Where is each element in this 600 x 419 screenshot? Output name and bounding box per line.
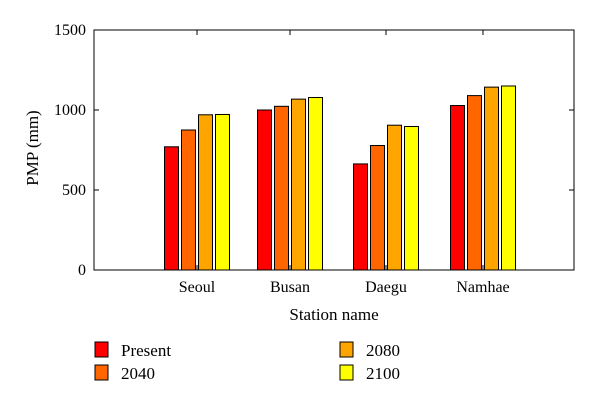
legend-swatch-2040 [94, 364, 109, 381]
bar-seoul-2040 [181, 129, 196, 271]
y-axis-label: PMP (mm) [23, 110, 42, 185]
y-tick-label: 1500 [54, 22, 86, 39]
x-tick-label-seoul: Seoul [179, 279, 216, 296]
bar-daegu-2080 [387, 124, 402, 271]
legend-label-2040: 2040 [121, 364, 155, 383]
legend-swatch-present [94, 341, 109, 358]
axes: 0 500 1000 1500 Seoul Busan Daegu Namhae [54, 22, 575, 296]
bar-busan-2040 [274, 105, 289, 271]
legend-label-2100: 2100 [366, 364, 400, 383]
bar-busan-2100 [308, 97, 323, 271]
legend-label-present: Present [121, 341, 171, 360]
y-tick-label: 1000 [54, 102, 86, 119]
bar-busan-present [257, 109, 272, 271]
y-tick-label: 0 [78, 262, 86, 279]
plot-area [164, 85, 516, 271]
legend-label-2080: 2080 [366, 341, 400, 360]
legend-swatch-2080 [339, 341, 354, 358]
plot-frame [93, 29, 575, 271]
bar-daegu-present [353, 163, 368, 271]
bar-namhae-2040 [467, 95, 482, 271]
bar-daegu-2040 [370, 145, 385, 271]
bar-daegu-2100 [404, 125, 419, 271]
y-tick-label: 500 [62, 182, 86, 199]
x-tick-label-busan: Busan [270, 279, 310, 296]
bar-namhae-2080 [484, 86, 499, 271]
bar-namhae-present [450, 105, 465, 271]
bar-seoul-2100 [215, 113, 230, 271]
bar-seoul-present [164, 146, 179, 271]
x-tick-label-namhae: Namhae [456, 279, 509, 296]
x-tick-label-daegu: Daegu [365, 279, 407, 296]
legend-swatch-2100 [339, 364, 354, 381]
bar-seoul-2080 [198, 114, 213, 271]
legend: Present 2040 2080 2100 [94, 341, 400, 383]
bar-busan-2080 [291, 98, 306, 271]
bar-namhae-2100 [501, 85, 516, 271]
x-axis-label: Station name [289, 305, 378, 324]
